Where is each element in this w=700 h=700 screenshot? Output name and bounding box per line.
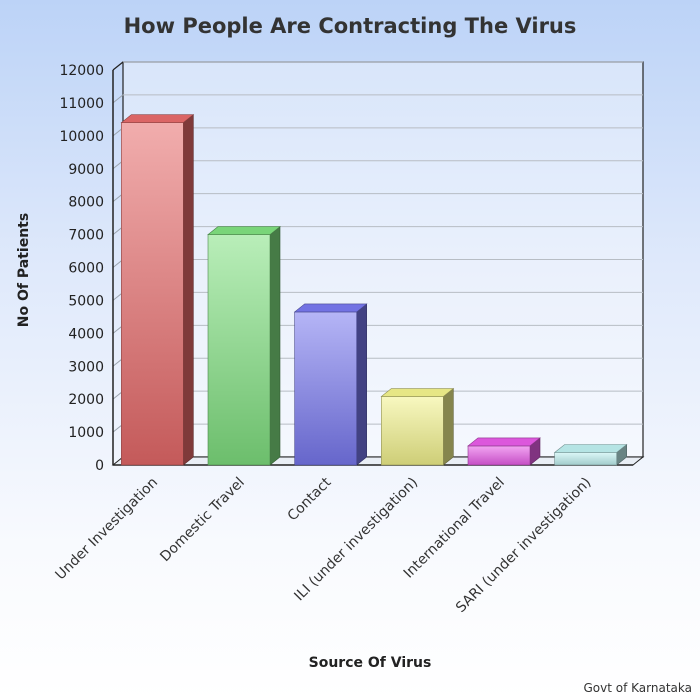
bar-top [207, 226, 281, 235]
y-tick-label: 3000 [68, 359, 104, 375]
chart-title: How People Are Contracting The Virus [124, 14, 577, 38]
y-tick-label: 2000 [68, 392, 104, 408]
bar-front [554, 452, 617, 466]
bar-top [293, 303, 368, 313]
y-axis-label: No Of Patients [16, 213, 32, 327]
y-tick-label: 0 [95, 458, 104, 474]
y-axis-top-edge [112, 61, 124, 71]
y-tick-label: 12000 [59, 63, 104, 79]
y-tick-label: 6000 [68, 261, 104, 277]
y-tick-label: 8000 [68, 195, 104, 211]
y-tick-label: 4000 [68, 326, 104, 342]
y-tick-label: 5000 [68, 293, 104, 309]
bar [120, 114, 195, 466]
bar-front [294, 311, 357, 466]
x-tick-label: Domestic Travel [157, 475, 248, 566]
source-credit: Govt of Karnataka [584, 681, 693, 695]
y-tick-labels: 0 1000 2000 3000 4000 5000 6000 7000 8000 9000 100… [59, 63, 104, 474]
bar-front [121, 122, 184, 466]
bar-front [467, 445, 531, 466]
bar-front [207, 234, 271, 466]
bar-top [380, 388, 455, 397]
bars [120, 114, 628, 466]
bar-side [183, 114, 194, 466]
x-tick-label: Contact [285, 474, 335, 524]
bar [293, 303, 368, 466]
bar-side [356, 303, 367, 466]
bar-side [269, 225, 281, 466]
y-tick-label: 11000 [59, 96, 104, 112]
bar [380, 387, 455, 466]
y-tick-label: 1000 [68, 425, 104, 441]
y-tick-label: 7000 [68, 228, 104, 244]
bar-top [553, 444, 628, 453]
x-axis-label: Source Of Virus [309, 655, 432, 671]
x-tick-label: Under Investigation [52, 475, 161, 584]
bar-front [381, 396, 444, 466]
y-tick-label: 9000 [68, 162, 104, 178]
bar [207, 225, 281, 466]
bar-top [467, 437, 541, 447]
bar-side [443, 387, 454, 466]
bar-top [120, 114, 195, 123]
bar [553, 443, 628, 466]
y-tick-label: 10000 [59, 129, 104, 145]
gridline-left [112, 94, 124, 104]
bar [467, 437, 541, 466]
axes [112, 61, 633, 466]
